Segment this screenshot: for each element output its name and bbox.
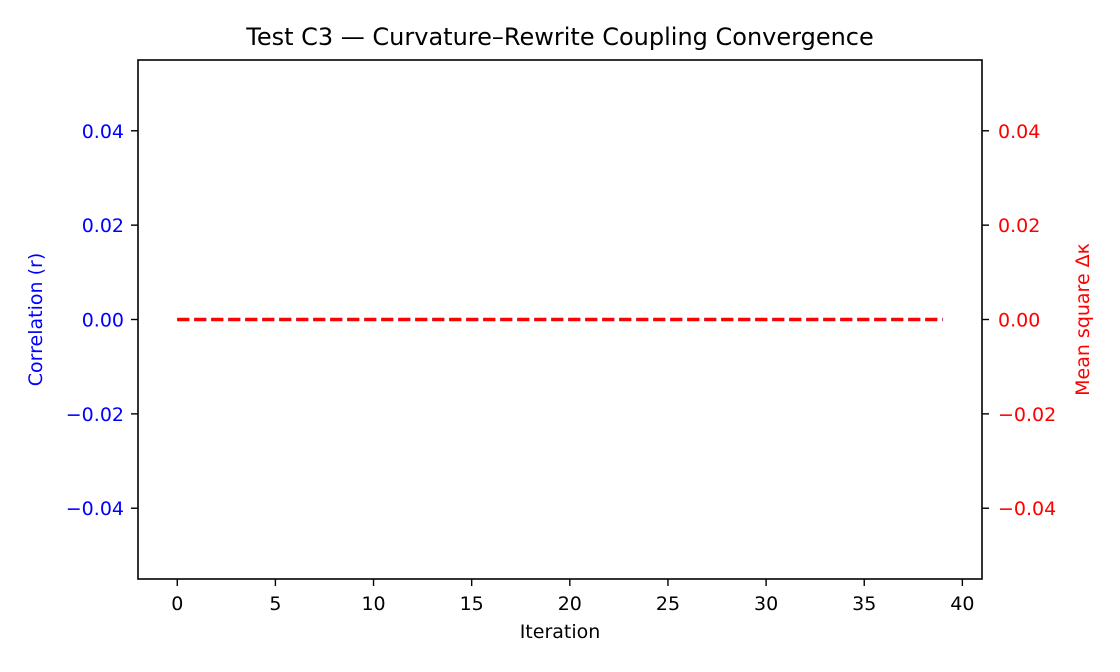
x-tick-label: 5: [269, 593, 281, 615]
y-right-tick-label: −0.04: [998, 498, 1056, 520]
plot-frame: [137, 59, 983, 580]
x-tick-label: 15: [460, 593, 484, 615]
y-left-tick-label: −0.04: [66, 498, 124, 520]
y-right-tick-label: −0.02: [998, 404, 1056, 426]
x-tick-label: 40: [950, 593, 974, 615]
y-left-tick-label: 0.04: [82, 121, 124, 143]
x-tick-label: 10: [361, 593, 385, 615]
y-axis-left-label: Correlation (r): [25, 253, 47, 386]
x-tick-label: 0: [171, 593, 183, 615]
y-left-tick-label: 0.00: [82, 310, 124, 332]
x-tick-label: 25: [656, 593, 680, 615]
y-right-tick-label: 0.00: [998, 310, 1040, 332]
x-tick-label: 20: [558, 593, 582, 615]
x-tick-label: 35: [852, 593, 876, 615]
y-left-tick-label: 0.02: [82, 215, 124, 237]
y-left-tick-label: −0.02: [66, 404, 124, 426]
x-axis-label: Iteration: [520, 621, 601, 643]
y-right-tick-label: 0.04: [998, 121, 1040, 143]
y-right-tick-label: 0.02: [998, 215, 1040, 237]
x-tick-label: 30: [754, 593, 778, 615]
axis-ticks: 0 5 10 15 20 25 30 35 40 0.04 0.02 0.00 −0.02 −0.04 0.…: [66, 121, 1056, 615]
y-axis-right-label: Mean square Δκ: [1072, 243, 1094, 396]
chart-title: Test C3 — Curvature–Rewrite Coupling Con…: [245, 23, 874, 51]
